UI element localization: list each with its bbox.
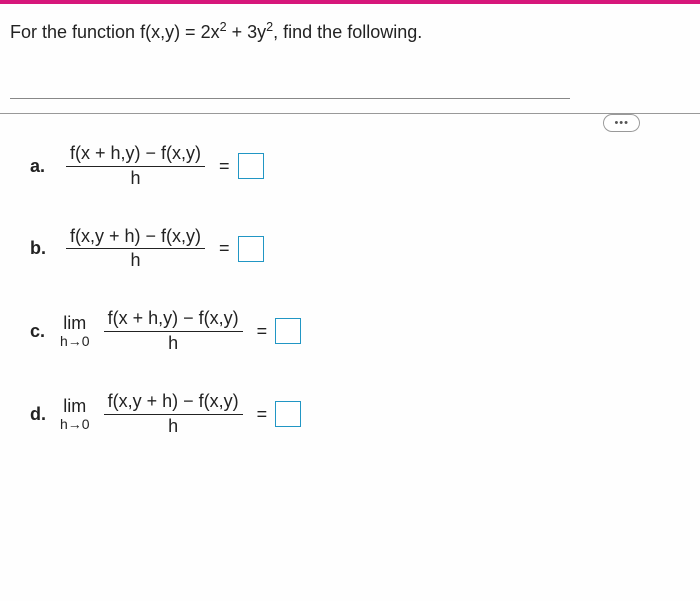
lim-approach: h→0 <box>60 417 90 431</box>
q-suffix: , find the following. <box>273 22 422 42</box>
question-area: For the function f(x,y) = 2x2 + 3y2, fin… <box>0 4 700 114</box>
part-d-label: d. <box>30 404 52 425</box>
part-d-num: f(x,y + h) − f(x,y) <box>104 392 243 415</box>
question-text: For the function f(x,y) = 2x2 + 3y2, fin… <box>10 22 422 42</box>
part-b-row: b. f(x,y + h) − f(x,y) h = <box>30 227 670 272</box>
q-prefix: For the function f(x,y) = 2x <box>10 22 220 42</box>
part-d-fraction: f(x,y + h) − f(x,y) h <box>104 392 243 437</box>
part-c-limit: lim h→0 <box>60 314 90 348</box>
part-c-fraction: f(x + h,y) − f(x,y) h <box>104 309 243 354</box>
part-c-den: h <box>168 332 178 354</box>
part-b-label: b. <box>30 238 52 259</box>
part-b-fraction: f(x,y + h) − f(x,y) h <box>66 227 205 272</box>
part-c-answer-box[interactable] <box>275 318 301 344</box>
part-a-row: a. f(x + h,y) − f(x,y) h = <box>30 144 670 189</box>
ellipsis-button[interactable]: ••• <box>603 114 640 132</box>
answers-block: a. f(x + h,y) − f(x,y) h = b. f(x,y + h)… <box>0 114 700 436</box>
q-sup1: 2 <box>220 20 227 34</box>
part-d-answer-box[interactable] <box>275 401 301 427</box>
part-c-label: c. <box>30 321 52 342</box>
part-a-den: h <box>131 167 141 189</box>
equals-sign: = <box>219 238 230 259</box>
part-b-expr: f(x,y + h) − f(x,y) h = <box>60 227 264 272</box>
part-a-fraction: f(x + h,y) − f(x,y) h <box>66 144 205 189</box>
part-d-den: h <box>168 415 178 437</box>
q-mid: + 3y <box>227 22 267 42</box>
part-a-expr: f(x + h,y) − f(x,y) h = <box>60 144 264 189</box>
part-b-den: h <box>131 249 141 271</box>
lim-text: lim <box>63 397 86 415</box>
lim-approach: h→0 <box>60 334 90 348</box>
container: For the function f(x,y) = 2x2 + 3y2, fin… <box>0 4 700 601</box>
equals-sign: = <box>257 404 268 425</box>
part-a-num: f(x + h,y) − f(x,y) <box>66 144 205 167</box>
equals-sign: = <box>219 156 230 177</box>
part-b-num: f(x,y + h) − f(x,y) <box>66 227 205 250</box>
part-d-row: d. lim h→0 f(x,y + h) − f(x,y) h = <box>30 392 670 437</box>
divider <box>10 98 570 99</box>
part-b-answer-box[interactable] <box>238 236 264 262</box>
part-c-num: f(x + h,y) − f(x,y) <box>104 309 243 332</box>
equals-sign: = <box>257 321 268 342</box>
part-d-limit: lim h→0 <box>60 397 90 431</box>
part-a-label: a. <box>30 156 52 177</box>
part-a-answer-box[interactable] <box>238 153 264 179</box>
part-c-expr: lim h→0 f(x + h,y) − f(x,y) h = <box>60 309 301 354</box>
part-c-row: c. lim h→0 f(x + h,y) − f(x,y) h = <box>30 309 670 354</box>
part-d-expr: lim h→0 f(x,y + h) − f(x,y) h = <box>60 392 301 437</box>
lim-text: lim <box>63 314 86 332</box>
